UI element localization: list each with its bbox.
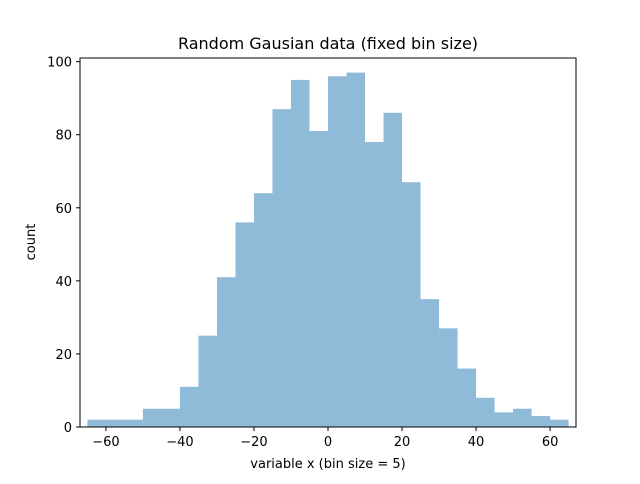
histogram-bar [290,79,310,428]
x-tick-label: −20 [240,435,267,450]
histogram-bar [142,408,162,427]
histogram-bar [328,76,347,427]
plot-frame [79,57,577,428]
histogram-bar [309,131,328,427]
x-tick-label: −40 [166,435,193,450]
histogram-bar [346,72,366,427]
y-tick-label: 60 [55,202,72,217]
y-tick-label: 0 [64,421,72,436]
histogram-bar [365,142,384,427]
histogram-bar [235,222,254,427]
histogram-bar [179,386,199,427]
x-tick-label: 0 [324,435,332,450]
y-tick-label: 40 [55,275,72,290]
x-tick-label: 40 [468,435,485,450]
histogram-bar [105,419,125,427]
x-axis-ticks: −60 −40 −20 0 20 40 60 [92,427,558,450]
y-axis-label: count [24,224,39,261]
histogram-bar [198,335,217,427]
histogram-bar [161,408,180,427]
histogram-bar [476,397,495,427]
histogram-bar [272,109,291,428]
histogram-bar [457,368,477,427]
histogram-bar [494,412,514,427]
chart-title: Random Gausian data (fixed bin size) [178,34,478,53]
y-tick-label: 100 [47,56,72,71]
x-tick-label: 60 [542,435,559,450]
histogram-bar [420,299,440,427]
histogram-bar [383,112,403,428]
y-tick-label: 20 [55,348,72,363]
histogram-bar [124,419,143,427]
x-tick-label: 20 [394,435,411,450]
histogram-bar [550,419,569,427]
histogram-bar [87,419,106,427]
histogram-bar [513,408,532,427]
histogram-bars [87,72,569,428]
histogram-bar [216,277,236,427]
histogram-bar [531,416,551,427]
histogram-bar [402,182,421,427]
y-tick-label: 80 [55,129,72,144]
histogram-bar [439,328,458,427]
histogram-bar [253,193,273,427]
x-tick-label: −60 [92,435,119,450]
y-axis-ticks: 0 20 40 60 80 100 [47,56,80,436]
x-axis-label: variable x (bin size = 5) [250,457,405,472]
